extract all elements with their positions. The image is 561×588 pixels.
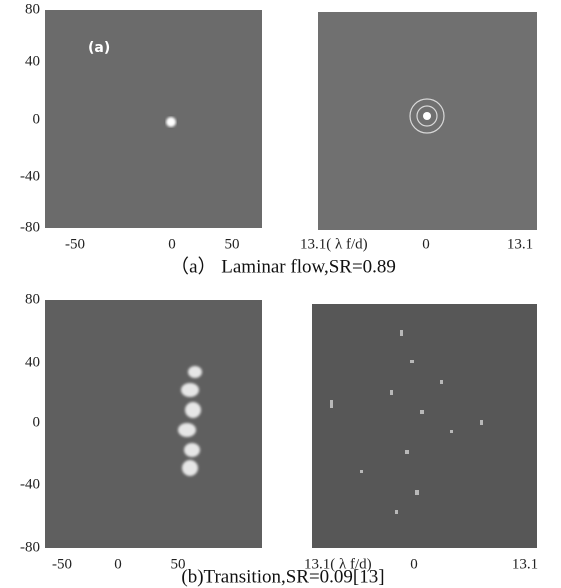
y-tick-label: -80 xyxy=(20,539,40,555)
x-tick-label: 13.1( λ f/d) xyxy=(304,556,372,572)
x-tick-label: 50 xyxy=(171,556,186,572)
y-tick-label: 0 xyxy=(33,111,41,127)
x-tick-label: 13.1( λ f/d) xyxy=(300,236,368,252)
airy-rings xyxy=(409,98,445,134)
spot xyxy=(423,112,431,120)
caption: （a） Laminar flow,SR=0.89 xyxy=(170,255,396,277)
x-tick-label: 13.1 xyxy=(507,236,533,252)
speckles xyxy=(330,330,483,514)
x-tick-label: -50 xyxy=(65,236,85,252)
caption: (b)Transition,SR=0.09[13] xyxy=(181,566,384,587)
y-tick-label: -40 xyxy=(20,476,40,492)
left-image-b xyxy=(45,300,262,548)
x-tick-label: 50 xyxy=(225,236,240,252)
speckles xyxy=(178,366,202,476)
y-tick-label: -40 xyxy=(20,168,40,184)
y-tick-label: 0 xyxy=(33,414,41,430)
left-image-a xyxy=(45,10,262,228)
spot xyxy=(166,117,176,127)
y-tick-label: 40 xyxy=(25,53,40,69)
x-tick-label: 0 xyxy=(422,236,430,252)
y-tick-label: -80 xyxy=(20,219,40,235)
x-tick-label: -50 xyxy=(52,556,72,572)
y-tick-label: 80 xyxy=(25,291,40,307)
x-tick-label: 13.1 xyxy=(512,556,538,572)
right-image-a xyxy=(318,12,537,230)
x-tick-label: 0 xyxy=(168,236,176,252)
y-tick-label: 40 xyxy=(25,354,40,370)
x-tick-label: 0 xyxy=(410,556,418,572)
right-image-b xyxy=(312,304,537,548)
y-tick-label: 80 xyxy=(25,1,40,17)
x-tick-label: 0 xyxy=(114,556,122,572)
panel-tag: (a) xyxy=(88,40,110,56)
